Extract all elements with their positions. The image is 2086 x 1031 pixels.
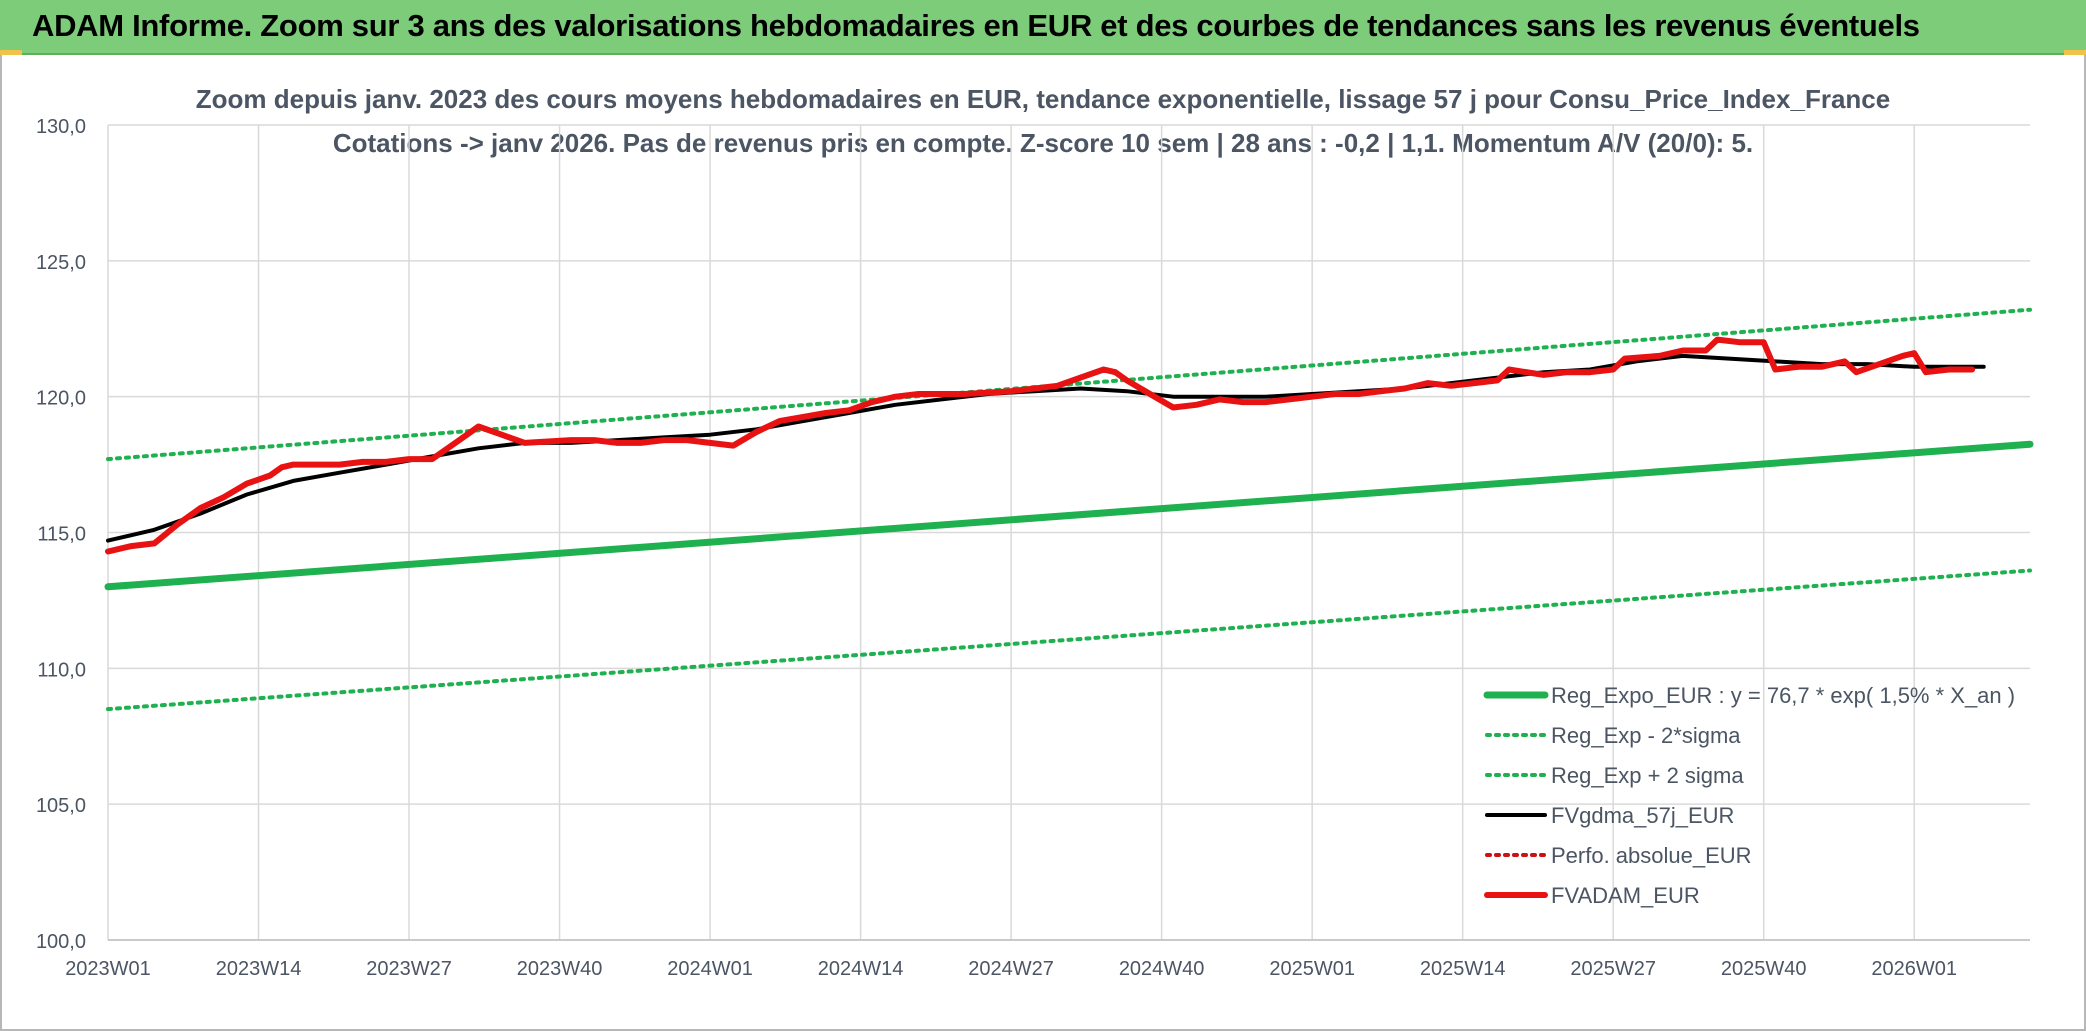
x-tick-label: 2025W14 xyxy=(1420,958,1506,980)
legend-label-0: Reg_Expo_EUR : y = 76,7 * exp( 1,5% * X_… xyxy=(1551,683,2015,708)
y-tick-label: 125,0 xyxy=(36,252,86,274)
legend-label-5: FVADAM_EUR xyxy=(1551,883,1700,908)
legend-label-3: FVgdma_57j_EUR xyxy=(1551,803,1734,828)
x-tick-label: 2024W01 xyxy=(667,958,753,980)
header-accent-right xyxy=(2064,50,2086,55)
x-axis: 2023W01 2023W14 2023W27 2023W40 2024W01 2024W… xyxy=(65,958,1957,980)
grid xyxy=(107,124,2030,941)
series xyxy=(104,307,2034,712)
x-tick-label: 2023W27 xyxy=(366,958,452,980)
x-tick-label: 2023W14 xyxy=(216,958,302,980)
y-tick-label: 130,0 xyxy=(36,116,86,138)
series-line-0 xyxy=(104,440,2034,591)
report-header: ADAM Informe. Zoom sur 3 ans des valoris… xyxy=(0,0,2086,55)
y-tick-label: 110,0 xyxy=(37,659,86,681)
x-tick-label: 2023W01 xyxy=(65,958,151,980)
chart-subtitle: Cotations -> janv 2026. Pas de revenus p… xyxy=(332,128,1754,158)
series-line-5 xyxy=(105,336,1976,555)
x-tick-label: 2024W14 xyxy=(818,958,904,980)
y-tick-label: 115,0 xyxy=(37,524,86,546)
y-tick-label: 100,0 xyxy=(36,931,86,953)
x-tick-label: 2023W40 xyxy=(517,958,603,980)
y-tick-label: 120,0 xyxy=(36,388,86,410)
x-tick-label: 2024W27 xyxy=(968,958,1054,980)
report-title: ADAM Informe. Zoom sur 3 ans des valoris… xyxy=(32,8,1920,43)
chart-title: Zoom depuis janv. 2023 des cours moyens … xyxy=(195,84,1891,114)
legend-label-4: Perfo. absolue_EUR xyxy=(1551,843,1752,868)
x-tick-label: 2025W40 xyxy=(1721,958,1807,980)
x-tick-label: 2025W27 xyxy=(1570,958,1656,980)
series-line-3 xyxy=(106,353,1986,543)
x-tick-label: 2024W40 xyxy=(1119,958,1205,980)
series-line-1 xyxy=(106,568,2032,712)
y-tick-label: 105,0 xyxy=(36,795,86,817)
header-accent-left xyxy=(0,50,22,55)
y-axis: 100,0 105,0 110,0 115,0 120,0 125,0 130,0 xyxy=(36,116,86,953)
legend: Reg_Expo_EUR : y = 76,7 * exp( 1,5% * X_… xyxy=(1483,683,2015,908)
legend-label-1: Reg_Exp - 2*sigma xyxy=(1551,723,1741,748)
legend-label-2: Reg_Exp + 2 sigma xyxy=(1551,763,1744,788)
x-tick-label: 2026W01 xyxy=(1871,958,1957,980)
x-tick-label: 2025W01 xyxy=(1269,958,1355,980)
